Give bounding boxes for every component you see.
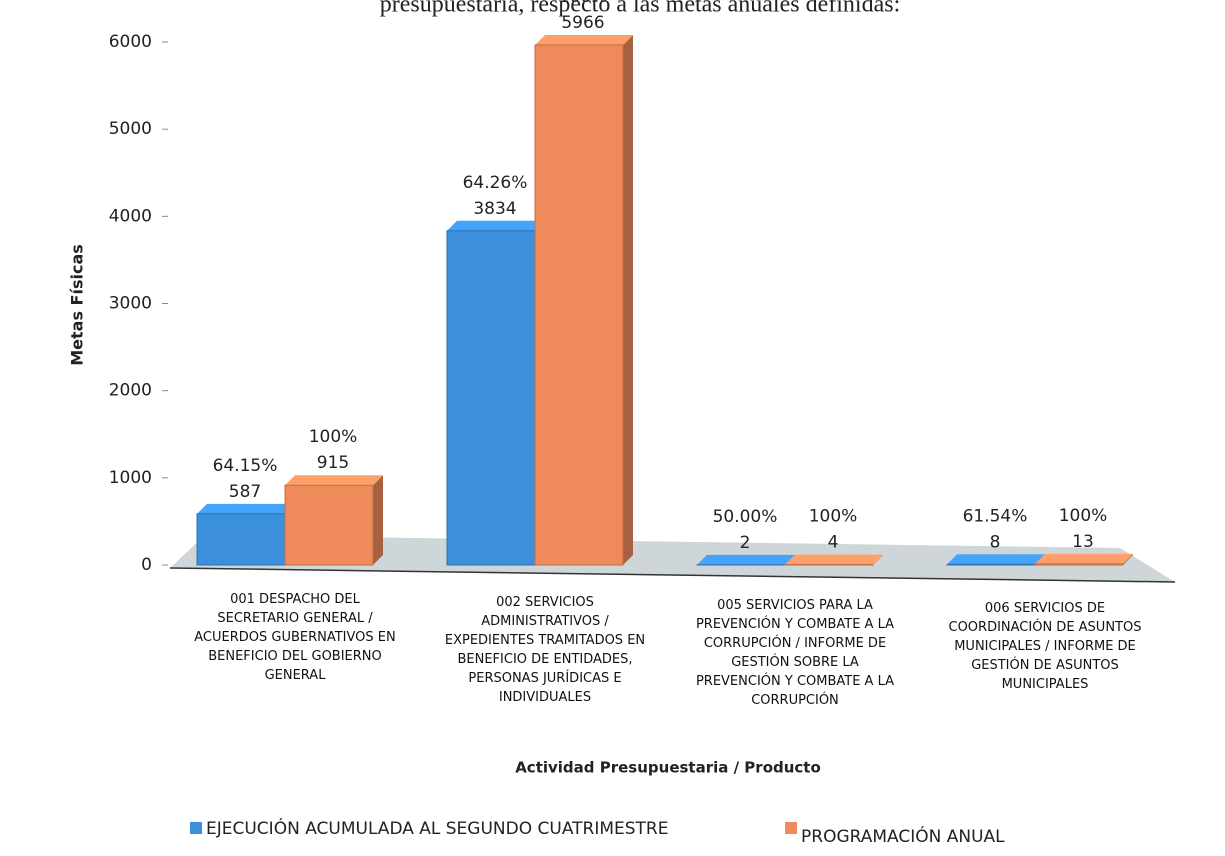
percent-label: 100% [1059, 506, 1108, 526]
y-tick-label: 0 [141, 555, 152, 575]
bar [284, 484, 374, 566]
bar [1034, 563, 1124, 566]
bar-side [873, 554, 883, 565]
floor [170, 535, 1175, 582]
value-label: 587 [229, 482, 261, 502]
value-label: 915 [317, 453, 349, 473]
bar [534, 44, 624, 566]
x-axis [169, 567, 1176, 583]
legend-swatch [190, 822, 202, 834]
bar-top [285, 475, 383, 486]
x-tick-label: 006 SERVICIOS DE COORDINACIÓN DE ASUNTOS… [948, 601, 1142, 692]
percent-label: 100% [559, 0, 608, 7]
x-tick-label: 002 SERVICIOS ADMINISTRATIVOS / EXPEDIEN… [444, 595, 646, 705]
legend-label: PROGRAMACIÓN ANUAL [801, 825, 1005, 847]
percent-label: 50.00% [713, 507, 778, 527]
bar-top [1035, 553, 1133, 564]
percent-label: 100% [809, 507, 858, 527]
bar-side [1123, 553, 1133, 565]
bar [446, 230, 536, 566]
y-tick-label: 1000 [109, 468, 152, 488]
y-tick-label: 4000 [109, 206, 152, 226]
bar-top [535, 34, 633, 45]
percent-label: 61.54% [963, 506, 1028, 526]
percent-label: 64.26% [463, 173, 528, 193]
y-tick-label: 2000 [109, 381, 152, 401]
bar-top [197, 503, 295, 514]
x-tick-label: 001 DESPACHO DEL SECRETARIO GENERAL / AC… [194, 592, 396, 683]
heading: presupuestaria, respecto a las metas anu… [380, 0, 900, 18]
bar-top [447, 220, 545, 231]
value-label: 4 [828, 533, 839, 553]
bar [196, 513, 286, 566]
y-tick-label: 6000 [109, 32, 152, 52]
x-axis-label: Actividad Presupuestaria / Producto [515, 759, 821, 777]
bar-top [947, 554, 1045, 565]
legend-swatch [785, 822, 797, 834]
bar [946, 563, 1036, 566]
value-label: 3834 [473, 199, 516, 219]
percent-label: 100% [309, 427, 358, 447]
value-label: 13 [1072, 532, 1094, 552]
bar-side [373, 475, 383, 565]
value-label: 5966 [561, 13, 604, 33]
bar-top [785, 554, 883, 565]
bar-side [623, 34, 633, 565]
y-axis-label: Metas Físicas [68, 244, 87, 366]
value-label: 8 [990, 532, 1001, 552]
bar-top [697, 554, 795, 565]
x-tick-label: 005 SERVICIOS PARA LA PREVENCIÓN Y COMBA… [695, 598, 895, 708]
y-tick-label: 3000 [109, 294, 152, 314]
value-label: 2 [740, 533, 751, 553]
legend-label: EJECUCIÓN ACUMULADA AL SEGUNDO CUATRIMES… [206, 817, 668, 839]
y-tick-label: 5000 [109, 119, 152, 139]
percent-label: 64.15% [213, 456, 278, 476]
